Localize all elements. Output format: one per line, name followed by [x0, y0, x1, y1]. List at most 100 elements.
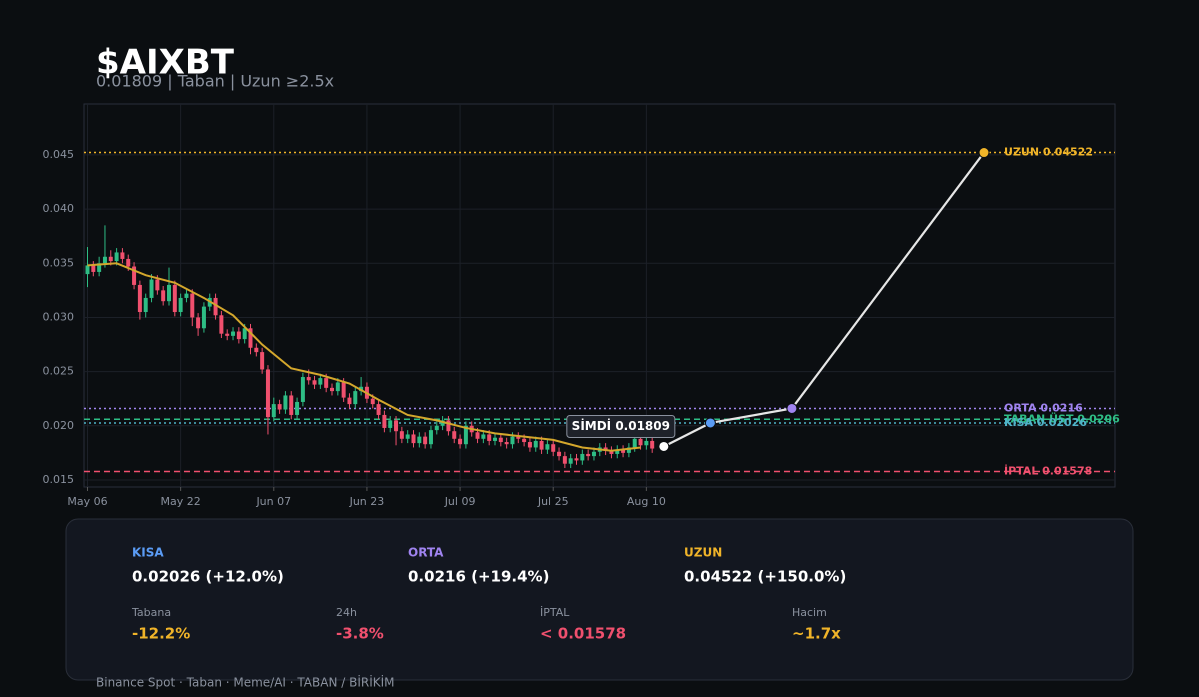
level-label: ORTA 0.0216 — [1004, 401, 1083, 414]
moving-average — [87, 262, 641, 452]
candle-body — [196, 317, 201, 329]
candle-body — [539, 440, 544, 450]
candle-body — [295, 401, 300, 415]
candle-body — [376, 404, 381, 415]
candle-body — [213, 297, 218, 316]
candle-body — [178, 297, 183, 313]
y-tick-label: 0.020 — [43, 419, 75, 432]
candle-body — [493, 437, 498, 441]
candle-body — [265, 369, 270, 418]
level-label: TABAN ÜST 0.0206 — [1004, 411, 1120, 425]
x-tick-label: May 22 — [161, 495, 201, 508]
candle-body — [149, 279, 154, 298]
x-tick-label: Jul 25 — [537, 495, 569, 508]
candle-body — [306, 377, 311, 381]
target-label: ORTA — [408, 546, 444, 560]
candle-body — [463, 425, 468, 445]
candle-body — [271, 404, 276, 418]
x-tick-label: Jul 09 — [444, 495, 476, 508]
candle-body — [516, 436, 521, 439]
candle-body — [615, 449, 620, 454]
candle-body — [155, 279, 160, 291]
y-tick-label: 0.035 — [43, 256, 75, 269]
candle-body — [248, 328, 253, 348]
candle-body — [231, 331, 236, 336]
candle-body — [481, 434, 486, 439]
candle-body — [335, 382, 340, 392]
now-label-box — [566, 414, 676, 438]
candle-body — [423, 436, 428, 445]
candle-body — [452, 431, 457, 439]
candle-body — [91, 265, 96, 272]
candle-body — [591, 451, 596, 457]
candle-body — [411, 434, 416, 444]
candle-body — [440, 420, 445, 426]
candle-body — [557, 451, 562, 457]
stat-value: -3.8% — [336, 625, 384, 643]
x-tick-label: Jun 23 — [349, 495, 385, 508]
candle-body — [85, 265, 90, 275]
projection-point — [978, 147, 990, 159]
candle-body — [353, 391, 358, 405]
candle-body — [114, 252, 119, 262]
candle-body — [609, 450, 614, 454]
now-label: SİMDİ 0.01809 — [572, 418, 670, 433]
candle-body — [161, 290, 166, 302]
candle-body — [475, 432, 480, 439]
candle-body — [458, 438, 463, 445]
subtitle: 0.01809 | Taban | Uzun ≥2.5x — [96, 72, 334, 91]
candle-body — [551, 444, 556, 452]
candle-body — [504, 442, 509, 445]
y-tick-label: 0.040 — [43, 202, 75, 215]
candle-body — [434, 425, 439, 431]
candle-body — [166, 284, 171, 302]
candle-body — [225, 333, 230, 336]
footer: Binance Spot · Taban · Meme/AI · TABAN /… — [96, 675, 395, 690]
candle-body — [522, 438, 527, 443]
target-value: 0.04522 (+150.0%) — [684, 568, 846, 586]
stat-value: < 0.01578 — [540, 625, 626, 643]
candle-body — [236, 331, 241, 340]
candle-body — [632, 438, 637, 448]
candle-body — [527, 442, 532, 448]
candle-body — [417, 436, 422, 444]
candle-body — [644, 440, 649, 446]
candle-body — [242, 328, 247, 340]
candle-body — [382, 414, 387, 428]
candle-body — [324, 378, 329, 388]
candle-body — [621, 449, 626, 453]
candle-body — [300, 377, 305, 402]
candle-body — [108, 256, 113, 262]
y-tick-label: 0.045 — [43, 148, 75, 161]
target-value: 0.0216 (+19.4%) — [408, 568, 549, 586]
candle-body — [341, 382, 346, 398]
stat-label: İPTAL — [540, 606, 570, 619]
candle-body — [394, 420, 399, 432]
candle-body — [586, 453, 591, 457]
candle-body — [172, 284, 177, 313]
x-tick-label: Jun 07 — [255, 495, 291, 508]
y-tick-label: 0.015 — [43, 473, 75, 486]
target-label: KISA — [132, 546, 164, 560]
candle-body — [568, 458, 573, 464]
stat-label: Tabana — [131, 606, 171, 619]
info-panel — [65, 518, 1134, 681]
candle-body — [580, 453, 585, 461]
stat-label: Hacim — [792, 606, 827, 619]
x-tick-label: Aug 10 — [627, 495, 666, 508]
candle-body — [137, 284, 142, 313]
candle-body — [102, 256, 107, 264]
x-tick-label: May 06 — [67, 495, 107, 508]
candle-body — [260, 352, 265, 370]
level-label: UZUN 0.04522 — [1004, 146, 1093, 159]
candle-body — [370, 398, 375, 405]
candle-body — [638, 438, 643, 446]
candle-body — [120, 252, 125, 259]
candle-body — [254, 347, 259, 353]
candle-body — [184, 293, 189, 298]
stat-value: -12.2% — [132, 625, 190, 643]
candle-body — [318, 378, 323, 385]
stat-value: ~1.7x — [792, 625, 841, 643]
candle-body — [498, 437, 503, 443]
